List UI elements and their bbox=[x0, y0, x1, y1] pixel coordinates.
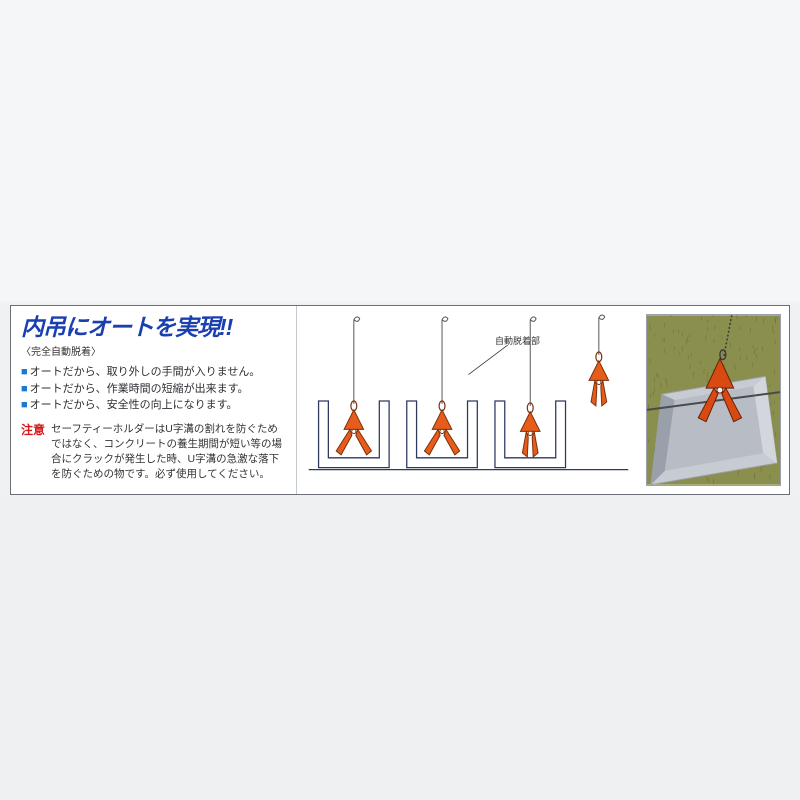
subtitle: 〈完全自動脱着〉 bbox=[21, 343, 288, 358]
caution-block: 注意 セーフティーホルダーはU字溝の割れを防ぐためではなく、コンクリートの養生期… bbox=[21, 422, 288, 483]
caution-label: 注意 bbox=[21, 422, 45, 483]
diagram-label: 自動脱着部 bbox=[495, 334, 540, 347]
text-column: 内吊にオートを実現!! 〈完全自動脱着〉 オートだから、取り外しの手間が入りませ… bbox=[11, 306, 296, 494]
caution-body: セーフティーホルダーはU字溝の割れを防ぐためではなく、コンクリートの養生期間が短… bbox=[51, 422, 288, 483]
product-photo bbox=[646, 314, 781, 486]
product-panel: 内吊にオートを実現!! 〈完全自動脱着〉 オートだから、取り外しの手間が入りませ… bbox=[10, 305, 790, 495]
photo-svg bbox=[647, 315, 780, 485]
bullet-list: オートだから、取り外しの手間が入りません。 オートだから、作業時間の短縮が出来ま… bbox=[21, 364, 288, 414]
diagram-svg bbox=[297, 306, 640, 494]
headline: 内吊にオートを実現!! bbox=[21, 316, 288, 339]
bullet-item: オートだから、安全性の向上になります。 bbox=[21, 397, 288, 414]
bullet-item: オートだから、取り外しの手間が入りません。 bbox=[21, 364, 288, 381]
diagram: 自動脱着部 bbox=[296, 306, 640, 494]
bullet-item: オートだから、作業時間の短縮が出来ます。 bbox=[21, 381, 288, 398]
